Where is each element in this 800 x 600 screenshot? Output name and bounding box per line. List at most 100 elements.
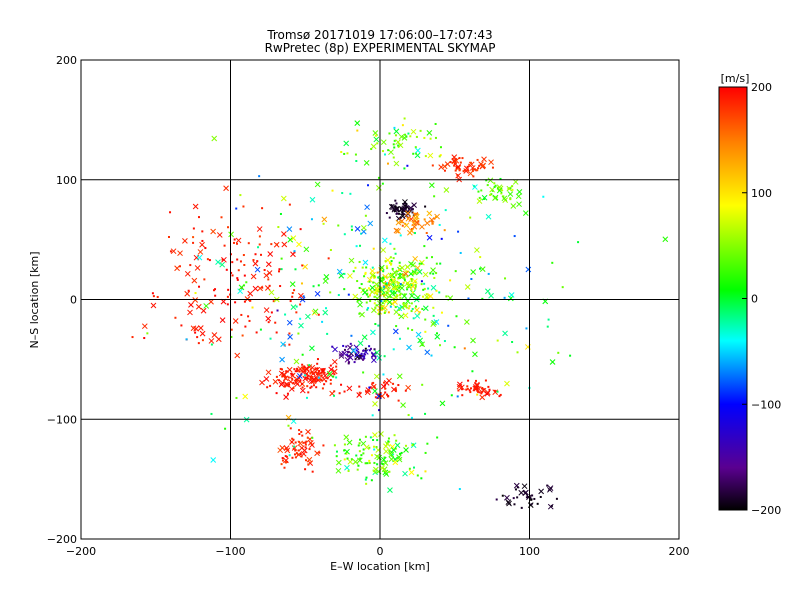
data-point-cross bbox=[393, 128, 400, 135]
data-point-dot bbox=[395, 294, 398, 297]
data-point-dot bbox=[146, 332, 149, 335]
data-point-dot bbox=[415, 135, 418, 138]
data-point-dot bbox=[426, 442, 429, 445]
data-point-dot bbox=[337, 294, 340, 297]
data-point-dot bbox=[369, 386, 372, 389]
data-point-cross bbox=[422, 305, 429, 312]
data-point-dot bbox=[300, 382, 303, 385]
data-point-cross bbox=[547, 485, 554, 491]
data-point-cross bbox=[170, 248, 177, 255]
data-point-cross bbox=[441, 163, 448, 170]
data-point-cross bbox=[405, 384, 412, 391]
data-point-dot bbox=[247, 242, 250, 245]
data-point-cross bbox=[346, 385, 353, 392]
colorbar-tick-label: 100 bbox=[751, 187, 772, 200]
data-point-cross bbox=[264, 285, 271, 291]
data-point-dot bbox=[235, 396, 238, 399]
data-point-dot bbox=[299, 303, 302, 306]
data-point-dot bbox=[511, 188, 514, 191]
data-point-dot bbox=[387, 440, 390, 443]
data-point-dot bbox=[380, 462, 383, 465]
data-point-dot bbox=[329, 248, 332, 251]
data-point-dot bbox=[398, 269, 401, 272]
data-point-cross bbox=[381, 237, 388, 244]
data-point-cross bbox=[394, 442, 401, 449]
data-point-dot bbox=[295, 305, 298, 308]
data-point-dot bbox=[316, 373, 319, 376]
data-point-dot bbox=[376, 439, 379, 442]
data-point-dot bbox=[367, 307, 370, 310]
data-point-cross bbox=[322, 309, 329, 316]
data-point-cross bbox=[354, 352, 360, 358]
data-point-dot bbox=[542, 195, 545, 198]
data-point-dot bbox=[431, 220, 434, 223]
data-point-cross bbox=[385, 287, 392, 293]
data-point-cross bbox=[299, 369, 306, 375]
data-point-cross bbox=[391, 269, 398, 276]
data-point-dot bbox=[301, 264, 304, 267]
data-point-dot bbox=[365, 301, 368, 304]
data-point-dot bbox=[368, 345, 371, 348]
data-point-dot bbox=[398, 337, 401, 340]
data-point-dot bbox=[418, 311, 421, 314]
data-point-dot bbox=[471, 168, 474, 171]
data-point-dot bbox=[496, 390, 499, 393]
data-point-dot bbox=[293, 368, 296, 371]
data-point-dot bbox=[239, 194, 242, 197]
data-point-dot bbox=[369, 436, 372, 439]
data-point-cross bbox=[391, 386, 397, 393]
data-point-dot bbox=[284, 377, 287, 380]
data-point-dot bbox=[514, 488, 517, 491]
data-point-cross bbox=[392, 459, 399, 466]
data-point-cross bbox=[250, 273, 257, 280]
data-point-dot bbox=[438, 223, 441, 226]
data-point-dot bbox=[386, 393, 389, 396]
data-point-dot bbox=[372, 247, 375, 250]
data-point-cross bbox=[484, 288, 491, 295]
data-point-cross bbox=[382, 460, 389, 466]
data-point-cross bbox=[238, 284, 245, 291]
data-point-dot bbox=[288, 203, 291, 206]
data-point-dot bbox=[411, 211, 414, 214]
data-point-cross bbox=[408, 270, 414, 277]
data-point-dot bbox=[390, 290, 393, 293]
data-point-cross bbox=[417, 337, 424, 344]
data-point-dot bbox=[308, 364, 311, 367]
data-point-dot bbox=[424, 318, 427, 321]
data-point-dot bbox=[491, 166, 494, 169]
data-point-dot bbox=[477, 190, 480, 193]
data-point-cross bbox=[199, 241, 205, 248]
data-point-dot bbox=[240, 313, 243, 316]
data-point-cross bbox=[335, 467, 342, 474]
data-point-dot bbox=[227, 288, 230, 291]
data-point-dot bbox=[358, 391, 361, 394]
data-point-dot bbox=[375, 292, 378, 295]
data-point-dot bbox=[401, 224, 404, 227]
data-point-cross bbox=[393, 160, 400, 167]
data-point-dot bbox=[389, 242, 392, 245]
data-point-dot bbox=[311, 436, 314, 439]
data-point-dot bbox=[349, 342, 352, 345]
data-point-dot bbox=[197, 342, 200, 345]
data-point-dot bbox=[386, 267, 389, 270]
data-point-dot bbox=[275, 331, 278, 334]
data-point-dot bbox=[356, 129, 359, 132]
data-point-dot bbox=[196, 336, 199, 339]
data-point-dot bbox=[414, 268, 417, 271]
data-point-dot bbox=[503, 296, 506, 299]
data-point-dot bbox=[329, 291, 332, 294]
data-point-dot bbox=[321, 320, 324, 323]
data-point-dot bbox=[266, 386, 269, 389]
data-point-dot bbox=[299, 453, 302, 456]
data-point-cross bbox=[376, 184, 382, 191]
data-point-dot bbox=[247, 315, 250, 318]
data-point-dot bbox=[394, 306, 397, 309]
data-point-dot bbox=[362, 349, 365, 352]
data-point-dot bbox=[423, 287, 426, 290]
data-point-dot bbox=[206, 258, 209, 261]
data-point-cross bbox=[393, 309, 400, 315]
data-point-cross bbox=[419, 223, 425, 230]
data-point-dot bbox=[478, 164, 481, 167]
data-point-dot bbox=[318, 451, 321, 454]
data-point-dot bbox=[412, 152, 415, 155]
